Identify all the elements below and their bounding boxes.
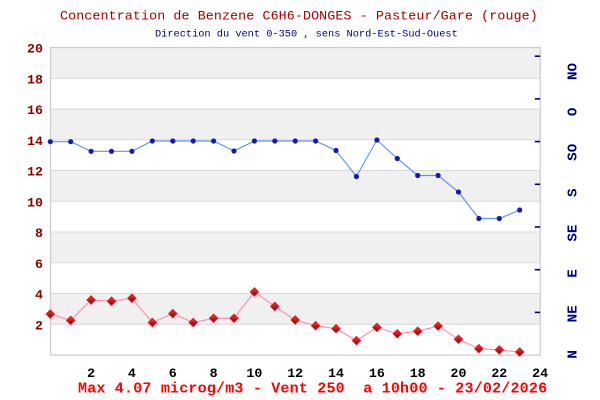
- svg-text:Max 4.07 microg/m3 - Vent 250: Max 4.07 microg/m3 - Vent 250 a 10h00 - …: [78, 381, 547, 398]
- svg-text:2: 2: [35, 318, 43, 333]
- svg-text:N: N: [565, 350, 581, 359]
- svg-text:4: 4: [35, 288, 43, 303]
- svg-text:8: 8: [210, 366, 218, 381]
- svg-text:10: 10: [246, 366, 262, 381]
- svg-text:SO: SO: [565, 143, 581, 161]
- svg-text:2: 2: [87, 366, 95, 381]
- svg-text:10: 10: [27, 195, 43, 210]
- svg-text:14: 14: [328, 366, 344, 381]
- svg-text:20: 20: [451, 366, 467, 381]
- svg-text:SE: SE: [565, 225, 581, 242]
- svg-text:NE: NE: [565, 305, 581, 322]
- svg-text:8: 8: [35, 226, 43, 241]
- svg-text:6: 6: [35, 257, 43, 272]
- svg-text:16: 16: [369, 366, 385, 381]
- svg-text:14: 14: [27, 134, 43, 149]
- svg-text:12: 12: [287, 366, 303, 381]
- svg-text:Concentration de Benzene C6H6-: Concentration de Benzene C6H6-DONGES - P…: [60, 8, 538, 23]
- svg-text:18: 18: [27, 73, 43, 88]
- svg-text:18: 18: [410, 366, 426, 381]
- svg-text:6: 6: [169, 366, 177, 381]
- svg-text:22: 22: [491, 366, 507, 381]
- svg-text:S: S: [565, 188, 581, 197]
- svg-text:NO: NO: [565, 63, 581, 81]
- svg-text:20: 20: [27, 42, 43, 57]
- svg-text:12: 12: [27, 165, 43, 180]
- svg-text:24: 24: [532, 366, 548, 381]
- svg-text:E: E: [565, 269, 581, 278]
- svg-text:O: O: [565, 107, 581, 116]
- svg-text:16: 16: [27, 103, 43, 118]
- svg-text:4: 4: [128, 366, 136, 381]
- svg-text:Direction du vent 0-350 , sens: Direction du vent 0-350 , sens Nord-Est-…: [155, 28, 458, 40]
